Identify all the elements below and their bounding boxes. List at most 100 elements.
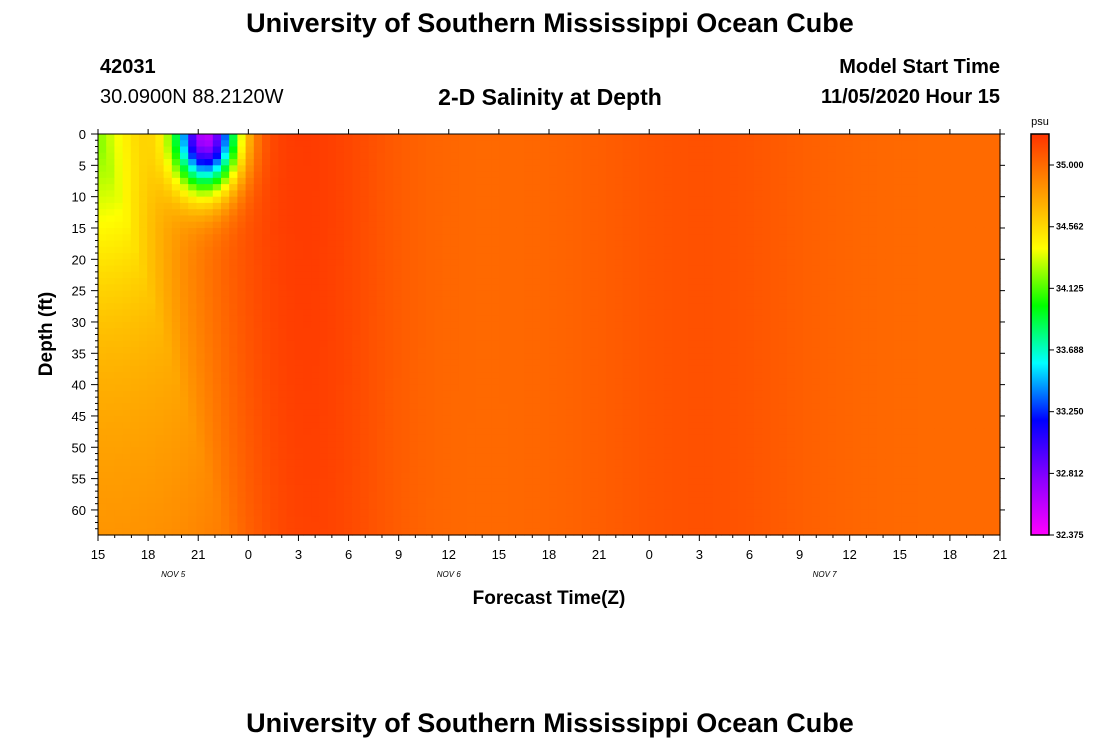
heatmap-cell: [852, 403, 862, 411]
heatmap-cell: [877, 290, 886, 298]
heatmap-cell: [737, 378, 747, 386]
heatmap-cell: [155, 403, 165, 411]
heatmap-cell: [253, 246, 263, 254]
heatmap-cell: [278, 271, 288, 279]
heatmap-cell: [114, 296, 124, 304]
heatmap-cell: [827, 328, 837, 336]
heatmap-cell: [827, 321, 837, 329]
heatmap-cell: [253, 390, 263, 398]
heatmap-cell: [303, 334, 312, 342]
heatmap-cell: [442, 190, 452, 198]
heatmap-cell: [836, 271, 845, 279]
heatmap-cell: [614, 384, 624, 392]
heatmap-cell: [262, 340, 271, 348]
heatmap-cell: [499, 390, 509, 398]
heatmap-cell: [565, 146, 575, 154]
heatmap-cell: [212, 234, 222, 242]
heatmap-cell: [680, 271, 689, 279]
heatmap-cell: [549, 365, 558, 373]
heatmap-cell: [795, 190, 804, 198]
heatmap-cell: [368, 202, 378, 210]
heatmap-cell: [467, 378, 476, 386]
heatmap-cell: [852, 372, 862, 379]
heatmap-cell: [483, 334, 493, 342]
heatmap-cell: [959, 384, 968, 392]
heatmap-cell: [991, 240, 1001, 248]
heatmap-cell: [745, 334, 755, 342]
heatmap-cell: [237, 165, 247, 173]
heatmap-cell: [581, 202, 591, 210]
heatmap-cell: [450, 309, 460, 317]
heatmap-cell: [909, 209, 919, 217]
heatmap-cell: [442, 365, 452, 373]
heatmap-cell: [204, 403, 214, 411]
heatmap-cell: [852, 190, 862, 198]
heatmap-cell: [975, 340, 985, 348]
heatmap-cell: [475, 159, 484, 166]
heatmap-cell: [335, 409, 345, 417]
heatmap-cell: [647, 246, 657, 254]
heatmap-cell: [368, 378, 378, 386]
heatmap-cell: [130, 159, 140, 166]
heatmap-cell: [983, 253, 993, 260]
heatmap-cell: [368, 265, 378, 273]
heatmap-cell: [557, 303, 566, 311]
heatmap-cell: [836, 190, 845, 198]
heatmap-cell: [532, 340, 542, 348]
heatmap-cell: [803, 240, 812, 248]
heatmap-cell: [286, 278, 296, 285]
heatmap-cell: [786, 134, 796, 141]
heatmap-cell: [639, 253, 648, 260]
heatmap-cell: [565, 378, 575, 386]
heatmap-cell: [860, 378, 870, 386]
heatmap-cell: [344, 221, 353, 229]
heatmap-cell: [327, 303, 337, 311]
heatmap-cell: [909, 334, 919, 342]
heatmap-cell: [950, 334, 960, 342]
heatmap-cell: [844, 290, 853, 298]
heatmap-cell: [598, 209, 607, 217]
heatmap-cell: [729, 359, 739, 367]
heatmap-cell: [803, 334, 812, 342]
heatmap-cell: [467, 246, 476, 254]
heatmap-cell: [614, 259, 624, 267]
heatmap-cell: [130, 303, 140, 311]
heatmap-cell: [655, 171, 665, 179]
heatmap-cell: [458, 296, 468, 304]
heatmap-cell: [171, 253, 181, 260]
heatmap-cell: [926, 397, 935, 405]
heatmap-cell: [770, 240, 780, 248]
heatmap-cell: [442, 159, 452, 166]
heatmap-cell: [836, 177, 845, 185]
heatmap-cell: [729, 353, 739, 361]
heatmap-cell: [909, 409, 919, 417]
heatmap-cell: [483, 171, 493, 179]
heatmap-cell: [508, 340, 517, 348]
heatmap-cell: [475, 152, 484, 160]
heatmap-cell: [836, 171, 845, 179]
heatmap-cell: [614, 215, 624, 223]
heatmap-cell: [754, 347, 763, 354]
heatmap-cell: [409, 246, 419, 254]
heatmap-cell: [344, 265, 353, 273]
heatmap-cell: [491, 278, 501, 285]
heatmap-cell: [655, 253, 665, 260]
heatmap-cell: [245, 202, 255, 210]
heatmap-cell: [614, 334, 624, 342]
heatmap-cell: [590, 146, 599, 154]
heatmap-cell: [745, 227, 755, 235]
heatmap-cell: [581, 227, 591, 235]
heatmap-cell: [491, 296, 501, 304]
heatmap-cell: [426, 353, 435, 361]
heatmap-cell: [368, 328, 378, 336]
heatmap-cell: [581, 284, 591, 292]
heatmap-cell: [417, 397, 427, 405]
heatmap-cell: [549, 397, 558, 405]
heatmap-cell: [196, 409, 206, 417]
heatmap-cell: [491, 403, 501, 411]
heatmap-cell: [860, 321, 870, 329]
heatmap-cell: [508, 196, 517, 204]
heatmap-cell: [426, 340, 435, 348]
heatmap-cell: [704, 296, 714, 304]
heatmap-cell: [909, 278, 919, 285]
